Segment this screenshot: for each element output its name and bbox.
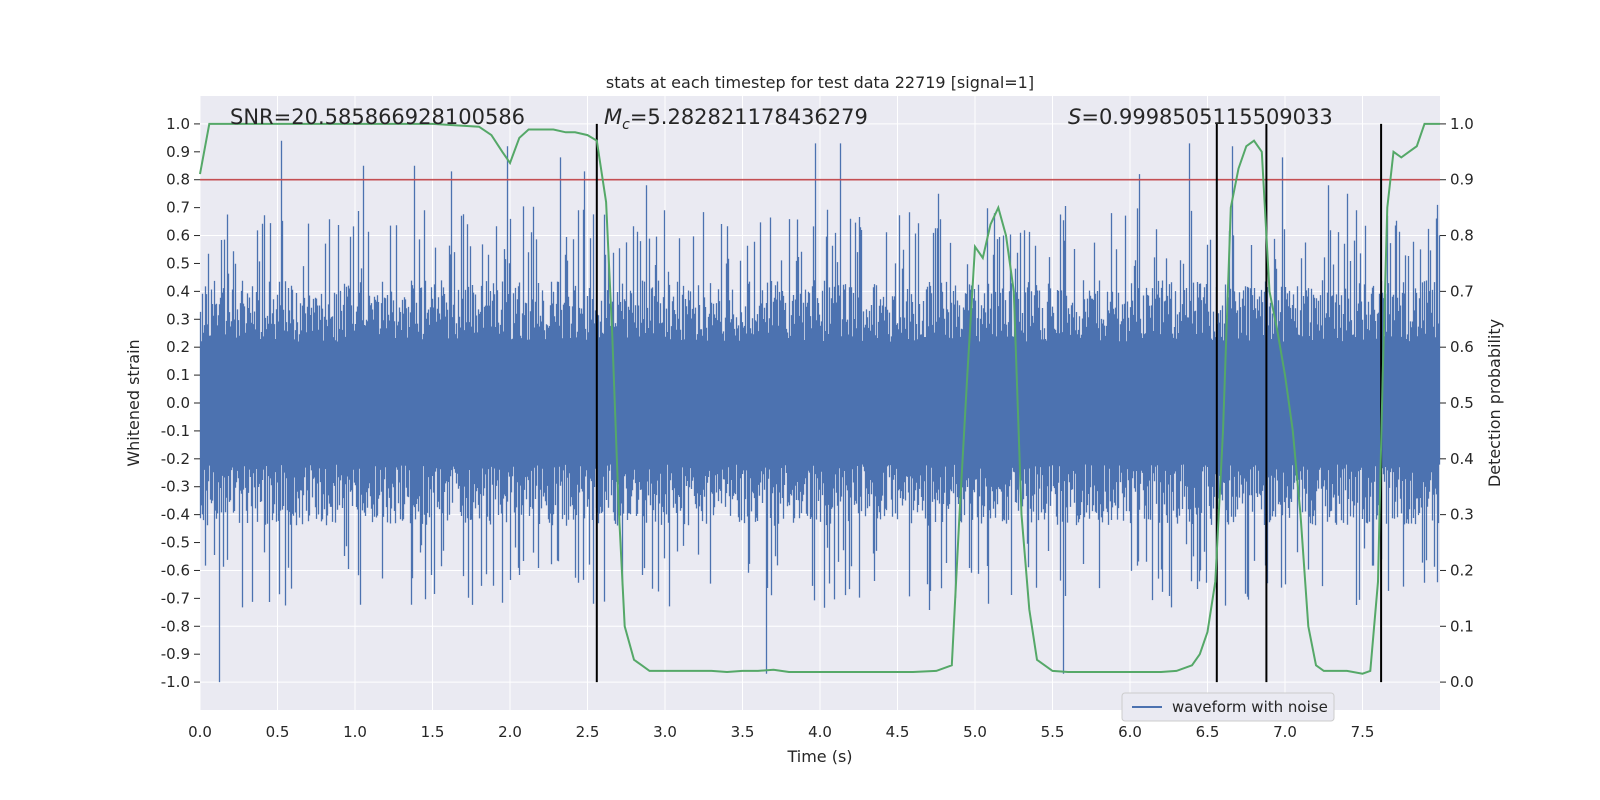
y-left-tick-label: 0.1 [166, 366, 190, 384]
x-tick-label: 2.5 [576, 723, 600, 741]
x-tick-label: 4.5 [886, 723, 910, 741]
y-right-tick-label: 0.9 [1450, 171, 1474, 189]
y-left-tick-label: -0.4 [161, 506, 190, 524]
s-value: =0.9998505115509033 [1081, 105, 1332, 129]
x-tick-label: 5.0 [963, 723, 987, 741]
y-left-tick-label: 0.5 [166, 254, 190, 272]
y-left-tick-label: -1.0 [161, 673, 190, 691]
y-left-tick-label: -0.1 [161, 422, 190, 440]
left-axis-ticks: 1.0 0.9 0.8 0.7 0.6 0.5 0.4 0.3 0.2 0.1 0.0 -0.1 -0.… [161, 115, 200, 691]
right-axis-ticks: 1.0 0.9 0.8 0.7 0.6 0.5 0.4 0.3 0.2 0.1 0.0 [1440, 115, 1474, 691]
y-left-tick-label: 0.0 [166, 394, 190, 412]
y-right-tick-label: 0.0 [1450, 673, 1474, 691]
y-right-tick-label: 1.0 [1450, 115, 1474, 133]
x-tick-label: 5.5 [1041, 723, 1065, 741]
y-right-tick-label: 0.7 [1450, 282, 1474, 300]
y-right-tick-label: 0.6 [1450, 338, 1474, 356]
y-left-tick-label: 0.7 [166, 199, 190, 217]
y-left-tick-label: 0.4 [166, 282, 190, 300]
probability-line [199, 122, 1440, 675]
y-left-tick-label: 0.9 [166, 143, 190, 161]
x-tick-label: 7.0 [1273, 723, 1297, 741]
y-right-tick-label: 0.3 [1450, 506, 1474, 524]
y-left-tick-label: -0.7 [161, 589, 190, 607]
y-left-tick-label: 0.8 [166, 171, 190, 189]
x-tick-label: 6.0 [1118, 723, 1142, 741]
x-tick-label: 0.5 [266, 723, 290, 741]
y-right-tick-label: 0.4 [1450, 450, 1474, 468]
right-axis-label: Detection probability [1485, 319, 1504, 487]
s-annotation: S=0.9998505115509033 [1068, 105, 1333, 129]
y-left-tick-label: 0.2 [166, 338, 190, 356]
x-tick-label: 2.0 [498, 723, 522, 741]
chirp-mass-annotation: Mc=5.282821178436279 [604, 105, 868, 133]
probability-series [199, 122, 1440, 675]
y-left-tick-label: -0.3 [161, 478, 190, 496]
y-left-tick-label: -0.8 [161, 617, 190, 635]
chirp-mass-symbol: M [604, 105, 622, 129]
legend-box [1121, 692, 1335, 722]
x-tick-label: 0.0 [188, 723, 212, 741]
x-tick-label: 1.5 [421, 723, 445, 741]
y-left-tick-label: 1.0 [166, 115, 190, 133]
waveform-core-band [200, 344, 1440, 462]
x-tick-label: 3.5 [731, 723, 755, 741]
y-right-tick-label: 0.5 [1450, 394, 1474, 412]
y-right-tick-label: 0.8 [1450, 227, 1474, 245]
chart-title: stats at each timestep for test data 227… [606, 73, 1034, 92]
chirp-mass-value: =5.282821178436279 [630, 105, 868, 129]
s-symbol: S [1068, 105, 1081, 129]
x-tick-label: 7.5 [1351, 723, 1375, 741]
x-axis-ticks: 0.0 0.5 1.0 1.5 2.0 2.5 3.0 3.5 4.0 4.5 5.0 5.5 6.0 6… [188, 723, 1374, 741]
y-left-tick-label: -0.5 [161, 534, 190, 552]
y-right-tick-label: 0.1 [1450, 617, 1474, 635]
x-tick-label: 3.0 [653, 723, 677, 741]
y-left-tick-label: 0.6 [166, 227, 190, 245]
waveform-series [199, 140, 1441, 683]
y-left-tick-label: -0.6 [161, 561, 190, 579]
x-tick-label: 6.5 [1196, 723, 1220, 741]
y-left-tick-label: 0.3 [166, 310, 190, 328]
chirp-mass-subscript: c [622, 117, 630, 133]
x-tick-label: 1.0 [343, 723, 367, 741]
x-tick-label: 4.0 [808, 723, 832, 741]
y-right-tick-label: 0.2 [1450, 561, 1474, 579]
legend-label: waveform with noise [1172, 698, 1328, 716]
x-axis-label: Time (s) [786, 747, 852, 766]
snr-annotation: SNR=20.585866928100586 [230, 105, 525, 129]
y-left-tick-label: -0.9 [161, 645, 190, 663]
left-axis-label: Whitened strain [124, 339, 143, 466]
y-left-tick-label: -0.2 [161, 450, 190, 468]
legend: waveform with noise [1121, 692, 1335, 722]
